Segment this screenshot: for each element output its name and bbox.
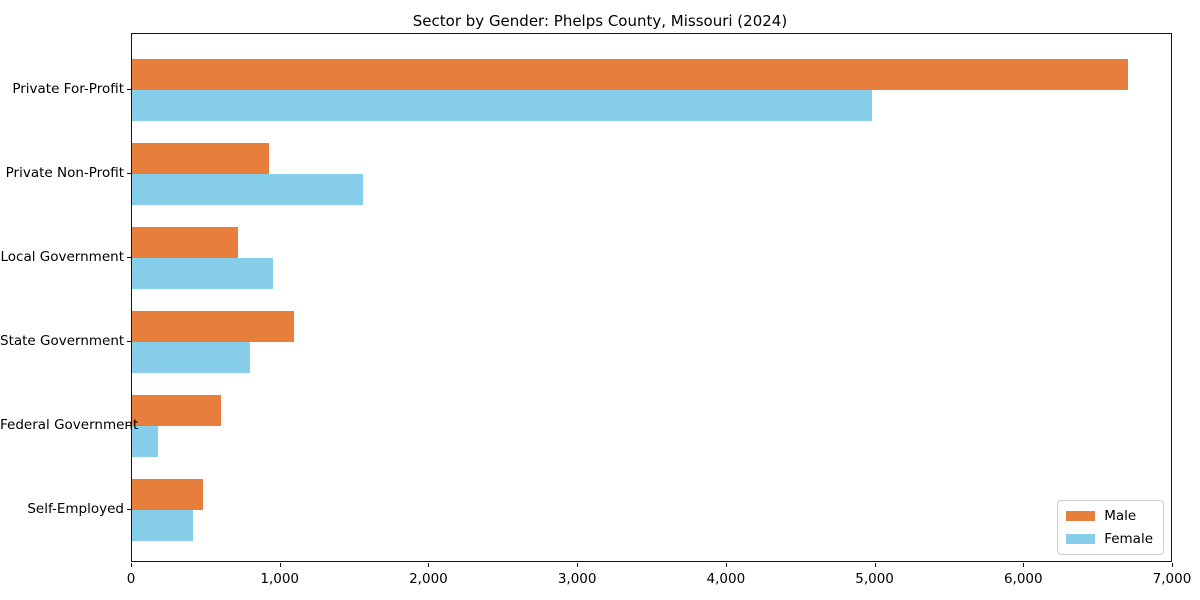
legend-item-male: Male bbox=[1066, 508, 1153, 524]
x-tick-label: 5,000 bbox=[855, 571, 894, 587]
x-tick-mark bbox=[279, 563, 281, 567]
bar-female-5 bbox=[132, 425, 159, 457]
y-tick-mark bbox=[127, 89, 131, 90]
legend-swatch-female bbox=[1066, 534, 1096, 544]
legend-label: Male bbox=[1104, 508, 1137, 524]
x-tick-label: 0 bbox=[126, 571, 136, 587]
bar-male-3 bbox=[132, 226, 239, 258]
y-tick-mark bbox=[127, 425, 131, 426]
bar-male-6 bbox=[132, 478, 204, 510]
y-tick-mark bbox=[127, 257, 131, 258]
x-tick-mark bbox=[577, 563, 579, 567]
x-tick-label: 6,000 bbox=[1003, 571, 1043, 587]
legend-label: Female bbox=[1104, 531, 1153, 547]
x-tick-mark bbox=[874, 563, 876, 567]
x-tick-mark bbox=[1172, 563, 1173, 567]
x-tick-label: 7,000 bbox=[1152, 571, 1192, 587]
y-tick-label: Self-Employed bbox=[27, 501, 124, 517]
bar-female-4 bbox=[132, 341, 251, 373]
y-tick-label: Federal Government bbox=[0, 417, 139, 433]
y-tick-label: Local Government bbox=[0, 249, 124, 265]
x-tick-label: 2,000 bbox=[409, 571, 448, 587]
bar-male-4 bbox=[132, 310, 295, 342]
bar-male-5 bbox=[132, 394, 222, 426]
plot-area: Male Female bbox=[131, 33, 1172, 562]
legend-rows: Male Female bbox=[1066, 508, 1153, 547]
legend-swatch-male bbox=[1066, 511, 1096, 521]
bar-female-3 bbox=[132, 257, 274, 289]
chart-title: Sector by Gender: Phelps County, Missour… bbox=[412, 12, 788, 30]
x-tick-label: 4,000 bbox=[706, 571, 746, 587]
bar-male-1 bbox=[132, 58, 1129, 90]
bar-male-2 bbox=[132, 142, 269, 174]
legend: Male Female bbox=[1057, 500, 1164, 555]
y-tick-label: Private Non-Profit bbox=[5, 165, 124, 181]
bar-female-6 bbox=[132, 509, 193, 541]
x-tick-label: 3,000 bbox=[557, 571, 597, 587]
y-tick-mark bbox=[127, 173, 131, 174]
bar-female-1 bbox=[132, 89, 872, 121]
y-tick-mark bbox=[127, 341, 131, 342]
y-tick-label: State Government bbox=[0, 333, 125, 349]
x-tick-mark bbox=[1023, 563, 1025, 567]
x-tick-mark bbox=[428, 563, 430, 567]
x-tick-mark bbox=[131, 563, 132, 567]
legend-item-female: Female bbox=[1066, 531, 1153, 547]
y-tick-label: Private For-Profit bbox=[12, 81, 124, 97]
bar-female-2 bbox=[132, 173, 364, 205]
y-tick-mark bbox=[127, 509, 131, 510]
x-tick-label: 1,000 bbox=[260, 571, 300, 587]
x-tick-mark bbox=[725, 563, 727, 567]
